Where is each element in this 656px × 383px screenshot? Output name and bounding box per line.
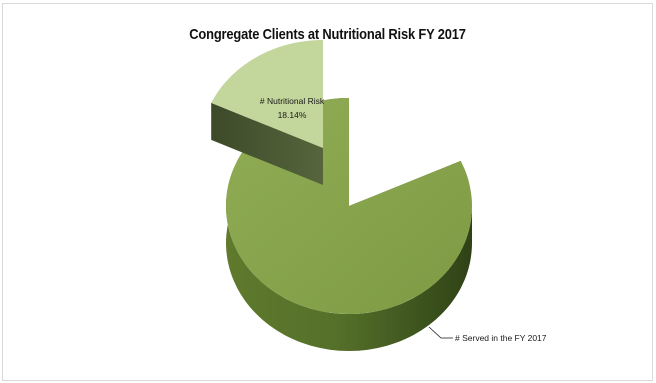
chart-title: Congregate Clients at Nutritional Risk F… bbox=[189, 26, 466, 43]
slice-label-nutritional-risk: # Nutritional Risk bbox=[260, 96, 325, 106]
leader-line bbox=[428, 326, 453, 339]
slice-nutritional-risk bbox=[211, 40, 323, 148]
slice-label-served: # Served in the FY 2017 bbox=[455, 333, 547, 343]
slice-nutritional-risk-side bbox=[211, 102, 323, 185]
slice-percent-nutritional-risk: 18.14% bbox=[278, 110, 307, 120]
